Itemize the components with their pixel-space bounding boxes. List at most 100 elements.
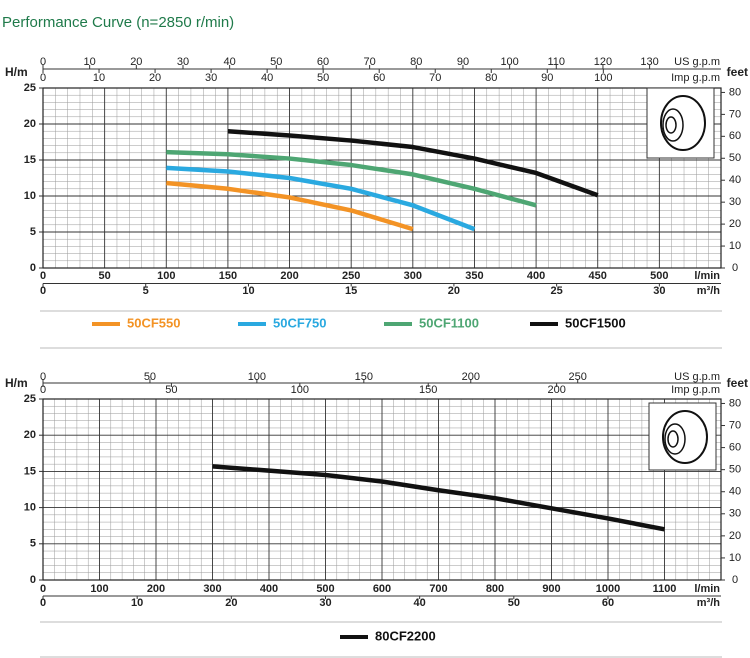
top-axis-tick-label: 0 xyxy=(40,384,46,396)
top-axis-tick-label: 100 xyxy=(594,72,612,84)
top-axis-label: Imp g.p.m xyxy=(671,384,720,396)
bottom-axis-tick-label: 0 xyxy=(40,285,46,297)
top-axis-tick-label: 150 xyxy=(355,371,373,383)
top-axis-tick-label: 80 xyxy=(485,72,497,84)
top-axis-tick-label: 250 xyxy=(569,371,587,383)
top-axis-tick-label: 20 xyxy=(130,56,142,68)
legend-label: 80CF2200 xyxy=(375,628,436,643)
bottom-axis-tick-label: 30 xyxy=(319,597,331,609)
bottom-axis-tick-label: 10 xyxy=(242,285,254,297)
top-axis-tick-label: 100 xyxy=(291,384,309,396)
y2-tick-label: 0 xyxy=(732,574,738,586)
x-tick-label: 350 xyxy=(465,270,483,282)
x-tick-label: 250 xyxy=(342,270,360,282)
top-axis-tick-label: 10 xyxy=(93,72,105,84)
series-line xyxy=(227,128,599,198)
x-tick-label: 50 xyxy=(99,270,111,282)
bottom-axis-tick-label: 10 xyxy=(131,597,143,609)
top-axis-tick-label: 50 xyxy=(144,371,156,383)
y2-tick-label: 20 xyxy=(729,218,741,230)
y-tick-label: 0 xyxy=(30,574,36,586)
x-tick-label: 300 xyxy=(404,270,422,282)
top-axis-tick-label: 40 xyxy=(261,72,273,84)
top-axis-tick-label: 50 xyxy=(270,56,282,68)
x-tick-label: 700 xyxy=(429,583,447,595)
y2-tick-label: 0 xyxy=(732,262,738,274)
top-axis-tick-label: 50 xyxy=(317,72,329,84)
legend-label: 50CF1500 xyxy=(565,315,626,330)
y2-axis-label: feet xyxy=(727,376,748,390)
top-axis-tick-label: 0 xyxy=(40,56,46,68)
series-line xyxy=(166,180,414,232)
x-axis-label: l/min xyxy=(694,583,720,595)
x-tick-label: 400 xyxy=(260,583,278,595)
y-tick-label: 20 xyxy=(24,118,36,130)
x-tick-label: 0 xyxy=(40,270,46,282)
top-axis-tick-label: 90 xyxy=(541,72,553,84)
top-axis-tick-label: 20 xyxy=(149,72,161,84)
y-tick-label: 5 xyxy=(30,226,36,238)
top-axis-tick-label: 0 xyxy=(40,72,46,84)
y2-tick-label: 10 xyxy=(729,552,741,564)
series-line xyxy=(166,165,476,232)
x-tick-label: 100 xyxy=(157,270,175,282)
y2-axis-label: feet xyxy=(727,65,748,79)
top-axis-tick-label: 130 xyxy=(640,56,658,68)
legend-label: 50CF1100 xyxy=(419,315,479,330)
impeller-icon xyxy=(648,402,717,471)
x-tick-label: 800 xyxy=(486,583,504,595)
x-tick-label: 400 xyxy=(527,270,545,282)
plot-frame xyxy=(42,398,722,581)
bottom-axis-tick-label: 5 xyxy=(143,285,149,297)
top-axis-tick-label: 90 xyxy=(457,56,469,68)
top-axis-tick-label: 150 xyxy=(419,384,437,396)
x-tick-label: 450 xyxy=(589,270,607,282)
top-axis-tick-label: 110 xyxy=(548,56,566,68)
y2-tick-label: 80 xyxy=(729,86,741,98)
y2-tick-label: 50 xyxy=(729,152,741,164)
series-line xyxy=(212,464,665,532)
y-tick-label: 25 xyxy=(24,393,36,405)
y2-tick-label: 40 xyxy=(729,486,741,498)
y-tick-label: 5 xyxy=(30,538,36,550)
top-axis-tick-label: 200 xyxy=(547,384,565,396)
top-axis-label: US g.p.m xyxy=(674,56,720,68)
y2-tick-label: 70 xyxy=(729,419,741,431)
bottom-axis-tick-label: 20 xyxy=(448,285,460,297)
top-axis-tick-label: 70 xyxy=(429,72,441,84)
top-axis-tick-label: 200 xyxy=(462,371,480,383)
y2-tick-label: 80 xyxy=(729,397,741,409)
bottom-axis-tick-label: 20 xyxy=(225,597,237,609)
legend-label: 50CF750 xyxy=(273,315,326,330)
top-axis-tick-label: 100 xyxy=(248,371,266,383)
top-axis-tick-label: 40 xyxy=(224,56,236,68)
top-axis-tick-label: 10 xyxy=(84,56,96,68)
x-tick-label: 200 xyxy=(280,270,298,282)
x-tick-label: 200 xyxy=(147,583,165,595)
x-tick-label: 500 xyxy=(650,270,668,282)
top-axis-tick-label: 50 xyxy=(165,384,177,396)
top-axis-tick-label: 30 xyxy=(177,56,189,68)
top-axis-tick-label: 30 xyxy=(205,72,217,84)
series-line xyxy=(166,149,537,208)
top-axis-tick-label: 100 xyxy=(500,56,518,68)
y2-tick-label: 60 xyxy=(729,441,741,453)
x-tick-label: 300 xyxy=(203,583,221,595)
x-tick-label: 900 xyxy=(542,583,560,595)
legend-label: 50CF550 xyxy=(127,315,180,330)
bottom-axis-tick-label: 60 xyxy=(602,597,614,609)
x-tick-label: 1100 xyxy=(653,583,677,595)
bottom-axis-label: m³/h xyxy=(697,285,721,297)
bottom-axis-tick-label: 15 xyxy=(345,285,357,297)
x-axis-label: l/min xyxy=(694,270,720,282)
y-tick-label: 0 xyxy=(30,262,36,274)
top-axis-tick-label: 70 xyxy=(364,56,376,68)
x-tick-label: 600 xyxy=(373,583,391,595)
x-tick-label: 500 xyxy=(316,583,334,595)
y-axis-label: H/m xyxy=(5,65,28,79)
top-axis-tick-label: 60 xyxy=(317,56,329,68)
bottom-axis-tick-label: 25 xyxy=(551,285,563,297)
top-axis-tick-label: 0 xyxy=(40,371,46,383)
y2-tick-label: 30 xyxy=(729,508,741,520)
y-tick-label: 25 xyxy=(24,82,36,94)
